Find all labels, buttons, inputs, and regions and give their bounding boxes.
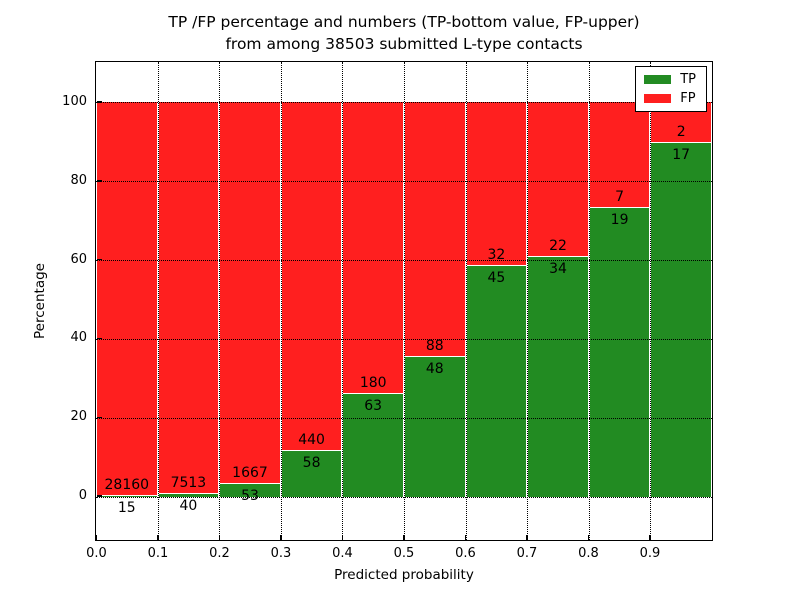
x-tick-mark [464,534,467,540]
y-tick-label: 60 [70,251,87,267]
y-tick-mark [96,337,102,340]
y-tick-label: 100 [62,93,87,109]
legend-label-tp: TP [680,72,696,87]
bar-bin: 28160 15 [96,62,158,540]
legend: TP FP [635,66,707,112]
x-tick-label: 0.6 [455,546,476,561]
x-tick-label: 0.9 [639,546,661,561]
bar-segment-fp [219,101,281,485]
bar-segment-tp [219,483,281,497]
x-tick-mark [218,534,221,540]
x-tick-mark [280,534,282,540]
vertical-gridline [527,62,529,540]
y-tick-label: 20 [70,409,87,425]
chart-title: TP /FP percentage and numbers (TP-bottom… [96,11,712,55]
vertical-gridline [219,62,221,540]
x-tick-label: 0.3 [270,546,292,561]
vertical-gridline [650,62,652,540]
y-tick-label: 40 [70,330,87,346]
bar-bin: 88 48 [404,62,466,540]
bar-bin: 2 17 [650,62,712,540]
bar-bin: 7 19 [588,62,651,540]
x-tick-label: 0.1 [147,546,169,561]
bar-segment-fp [465,101,528,266]
x-tick-mark [649,534,651,540]
tp-count-label: 15 [117,500,136,517]
tp-count-label: 40 [179,498,198,515]
vertical-gridline [588,62,590,540]
bar-segment-tp [96,495,158,497]
bar-segment-tp [465,264,528,497]
x-tick-mark [587,534,590,540]
y-axis-label: Percentage [32,263,48,339]
bar-segment-fp [527,101,589,257]
fp-swatch-icon [644,94,672,103]
y-tick-mark [96,495,102,497]
vertical-gridline [465,62,467,540]
x-tick-mark [403,534,405,540]
bar-bin: 1667 53 [219,62,281,540]
legend-item-tp: TP [644,73,696,86]
x-tick-mark [95,534,98,540]
plot-area: TP FP 28160 15 7513 40 1667 53 440 58 180 63 88 48 3… [95,61,713,541]
y-tick-mark [96,101,102,103]
y-tick-label: 0 [78,488,87,504]
vertical-gridline [342,62,344,540]
vertical-gridline [404,62,405,540]
bar-segment-fp [157,101,220,495]
tp-swatch-icon [644,75,672,84]
bar-segment-tp [342,393,404,497]
bar-segment-fp [96,101,158,497]
x-tick-label: 0.0 [86,546,107,561]
x-tick-label: 0.4 [332,546,353,561]
y-tick-mark [96,180,102,182]
bar-segment-fp [404,101,466,358]
x-tick-label: 0.7 [516,546,538,561]
y-tick-label: 80 [70,172,87,188]
x-tick-mark [526,534,528,540]
legend-label-fp: FP [680,91,696,106]
bar-bin: 180 63 [342,62,404,540]
x-tick-mark [341,534,344,540]
vertical-gridline [157,62,159,540]
bar-segment-tp [280,449,343,497]
bar-bin: 440 58 [280,62,343,540]
legend-item-fp: FP [644,92,696,105]
vertical-gridline [280,62,282,540]
chart-title-line2: from among 38503 submitted L-type contac… [225,35,583,53]
bar-segment-fp [280,101,343,451]
x-tick-label: 0.2 [209,546,230,561]
bar-segment-fp [342,101,404,395]
chart-title-line1: TP /FP percentage and numbers (TP-bottom… [168,13,640,31]
bar-segment-tp [650,142,712,497]
x-tick-mark [157,534,159,540]
bar-segment-tp [404,356,466,497]
bar-segment-tp [588,206,651,497]
y-tick-mark [96,416,102,419]
x-tick-label: 0.5 [393,546,415,561]
bar-bin: 22 34 [527,62,589,540]
x-axis-label: Predicted probability [334,567,474,583]
x-tick-label: 0.8 [578,546,599,561]
bar-bin: 7513 40 [157,62,220,540]
bar-bin: 32 45 [465,62,528,540]
y-tick-mark [96,258,102,261]
bar-segment-fp [588,101,651,208]
bar-segment-tp [527,255,589,497]
